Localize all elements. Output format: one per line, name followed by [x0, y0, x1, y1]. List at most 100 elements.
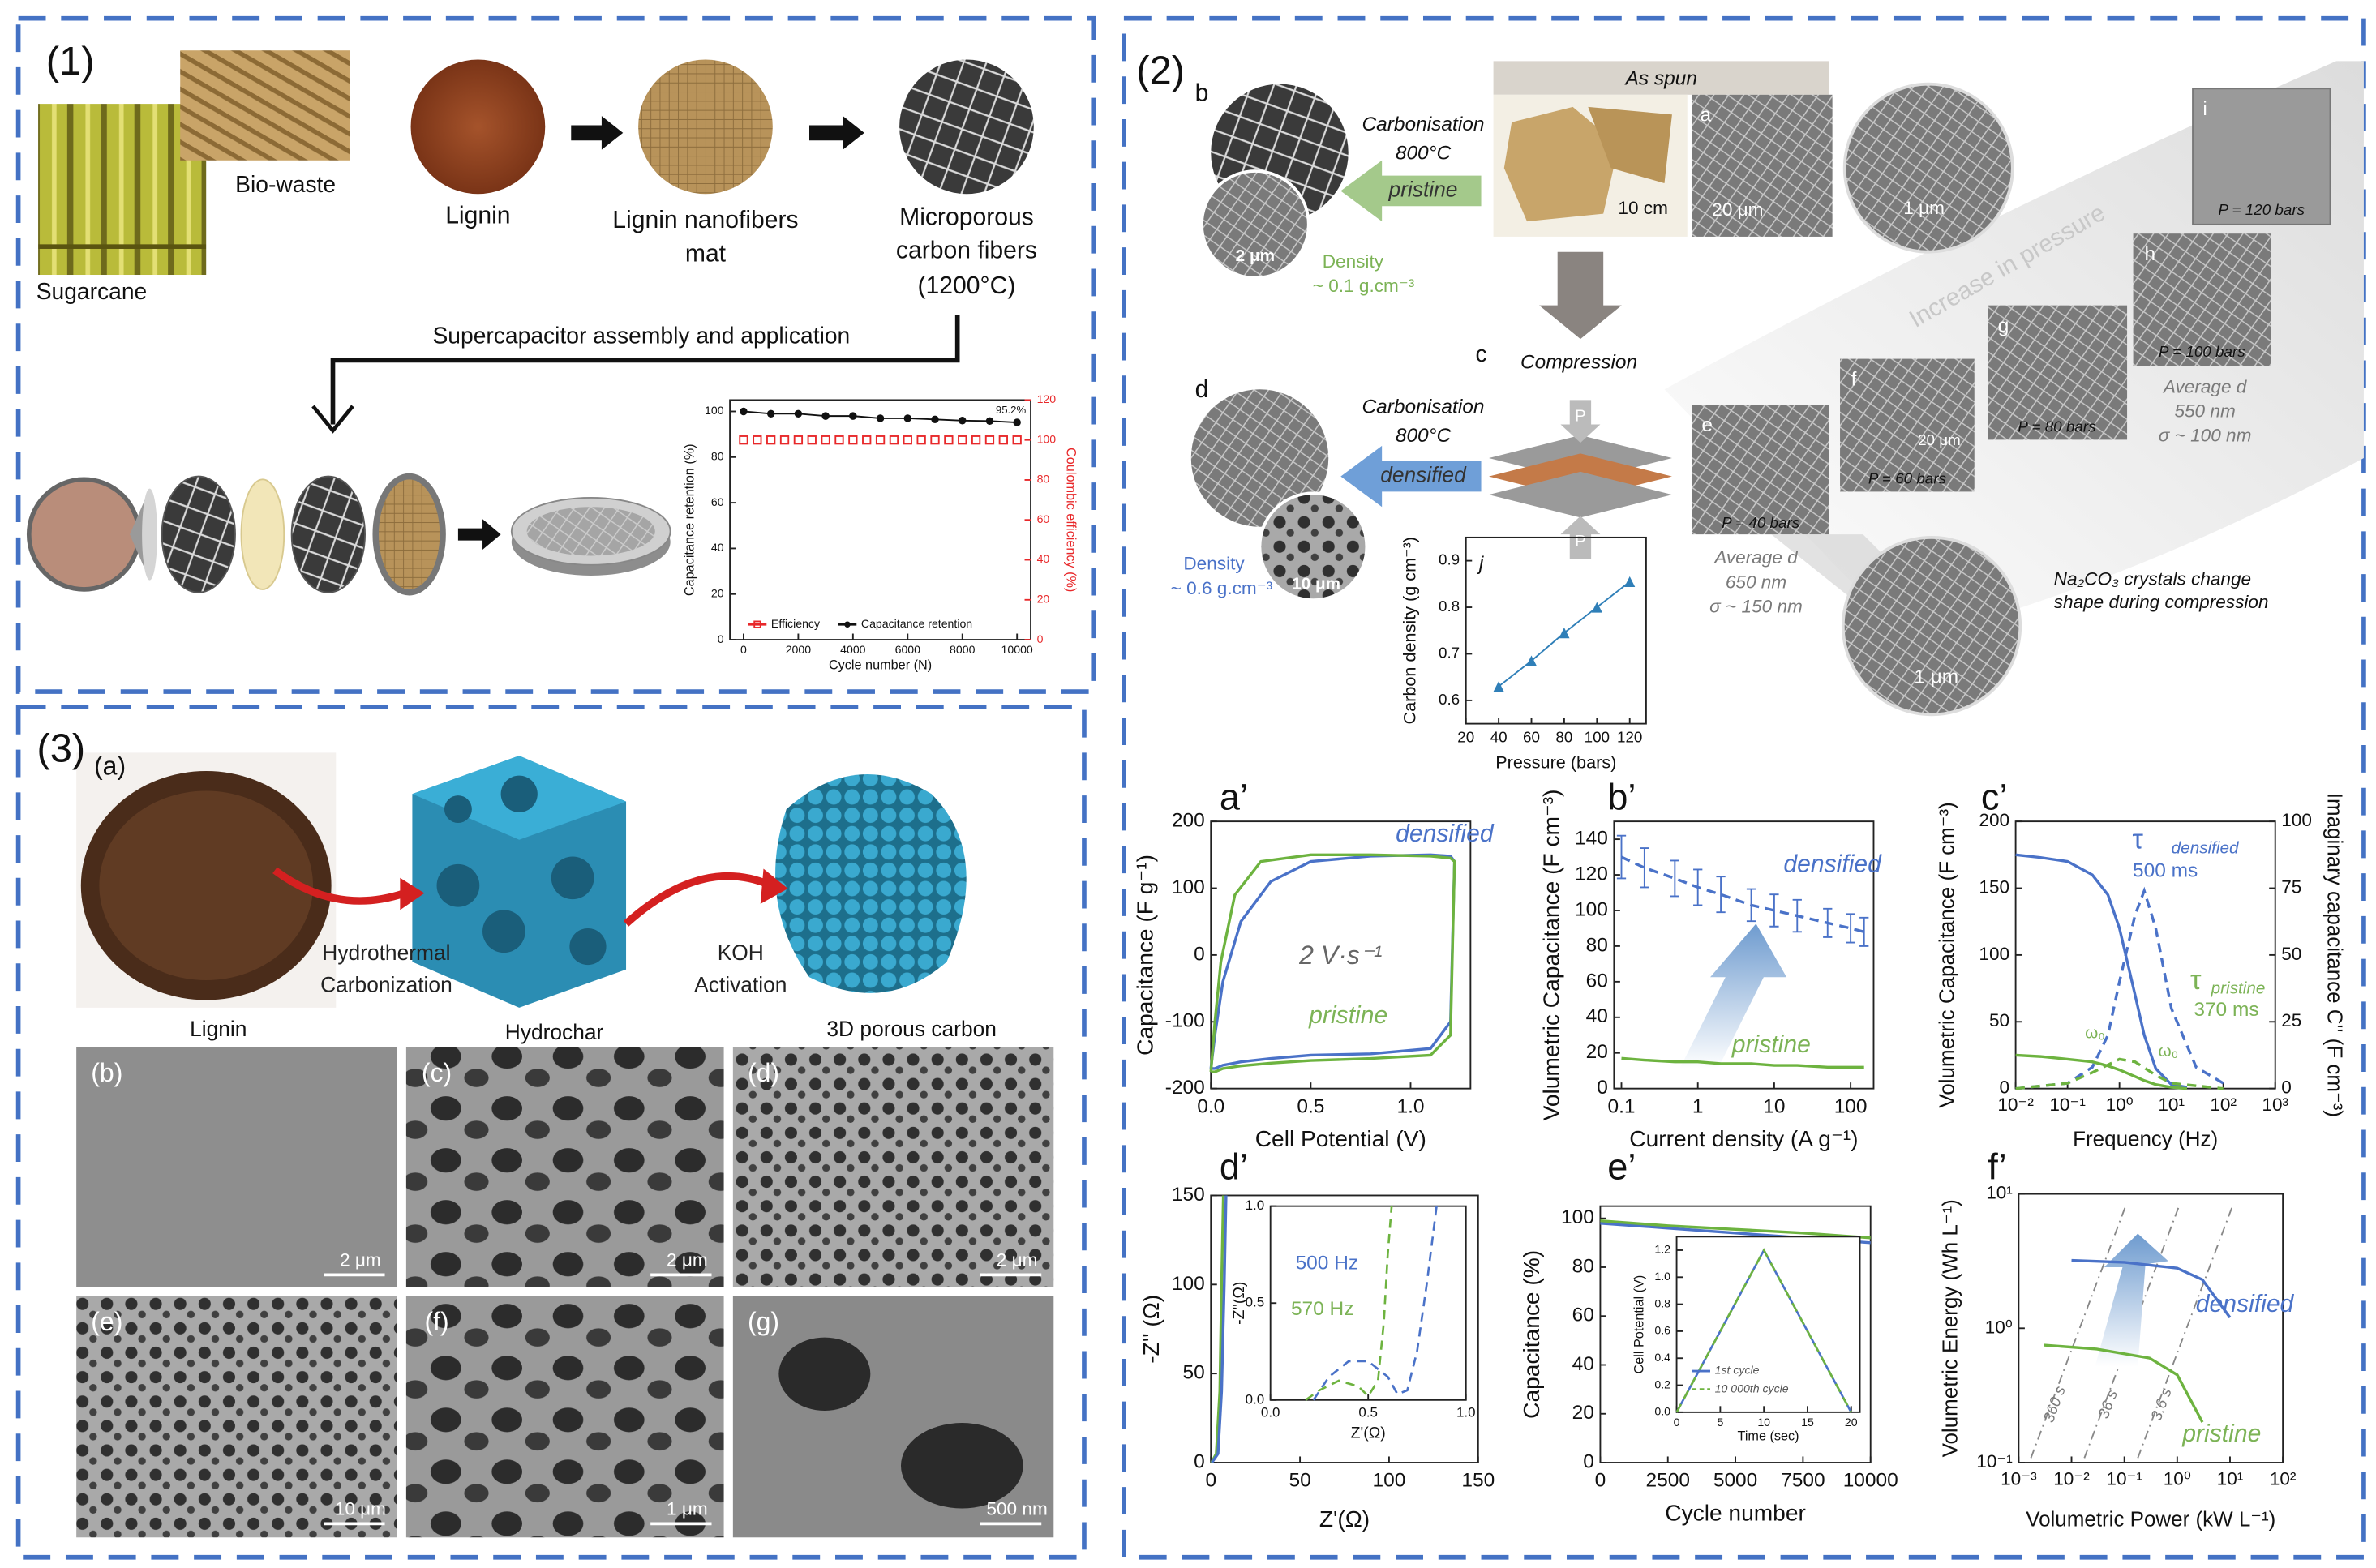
improvement-arrow: [1679, 923, 1787, 1069]
data-line: [1600, 1219, 1871, 1240]
y-tick-label: 60: [1572, 1305, 1594, 1326]
label: shape during compression: [2054, 592, 2269, 612]
x-axis-label: Cell Potential (V): [1255, 1126, 1426, 1151]
data-point: [807, 435, 817, 445]
annotation: 2 V·s⁻¹: [1298, 940, 1382, 970]
y-tick-label: 100: [1575, 898, 1608, 920]
y-tick-label: 0.8: [1439, 598, 1460, 615]
y-tick-label: 1.2: [1654, 1243, 1670, 1256]
x-axis-label: Z'(Ω): [1319, 1506, 1370, 1532]
label: Supercapacitor assembly and application: [432, 323, 850, 349]
y-tick-label: 1.0: [1246, 1197, 1265, 1213]
legend-label: Capacitance retention: [861, 617, 972, 630]
y-tick-label: -100: [1165, 1010, 1205, 1032]
annotation: 36 s: [2095, 1387, 2121, 1420]
y-tick-label: 80: [1572, 1255, 1594, 1277]
plot-frame: [1465, 536, 1647, 725]
data-point: [998, 435, 1008, 445]
y-tick-label: 80: [1586, 934, 1608, 956]
x-tick-label: 0.5: [1358, 1404, 1378, 1420]
label: e: [1701, 414, 1713, 436]
label: 10 μm: [335, 1498, 386, 1519]
data-point: [848, 435, 858, 445]
y2-tick-label: 120: [1037, 392, 1057, 405]
label: 2 μm: [1236, 246, 1275, 265]
y-tick-label: 100: [1172, 876, 1205, 898]
y2-axis-label: Coulombic efficiency (%): [1064, 448, 1079, 592]
x-axis-label: Z'(Ω): [1351, 1424, 1386, 1442]
data-point: [903, 435, 912, 445]
label: (c): [422, 1058, 452, 1087]
label: Carbonization: [320, 972, 452, 996]
label: mat: [685, 240, 727, 267]
error-bar: [1846, 913, 1855, 944]
x-tick-label: 120: [1617, 728, 1642, 745]
x-tick-label: 2000: [786, 643, 812, 656]
data-point: [821, 412, 830, 420]
y-tick-label: 150: [1172, 1184, 1205, 1206]
y-tick-label: 0.0: [1654, 1405, 1670, 1418]
x-tick-label: 10000: [1843, 1470, 1898, 1492]
data-point: [766, 409, 775, 418]
annotation: 360 s: [2039, 1383, 2069, 1424]
y2-tick-label: 20: [1037, 593, 1050, 606]
panel-frame: [15, 15, 1096, 694]
x-tick-label: 150: [1461, 1470, 1495, 1492]
x-tick-label: 10¹: [2217, 1468, 2244, 1489]
label: f: [1851, 368, 1857, 390]
label: (a): [94, 752, 126, 781]
data-point: [930, 435, 940, 445]
x-tick-label: 10⁰: [2106, 1095, 2134, 1115]
annotation: densified: [1783, 851, 1882, 878]
annotation: ω₀: [2085, 1023, 2105, 1042]
x-tick-label: 0.1: [1607, 1095, 1635, 1117]
y-tick-label: 100: [1979, 944, 2009, 964]
data-point: [958, 435, 967, 445]
x-tick-label: 10⁻³: [2001, 1468, 2037, 1489]
label: P: [1575, 407, 1586, 426]
annotation: densified: [1396, 820, 1495, 847]
data-point: [875, 435, 886, 445]
label: (b): [91, 1058, 122, 1087]
y-tick-label: 100: [705, 404, 724, 417]
data-point: [766, 435, 776, 445]
label: i: [2202, 98, 2207, 120]
label: P = 40 bars: [1722, 514, 1800, 531]
y-tick-label: 50: [1989, 1010, 2009, 1030]
data-point: [971, 435, 981, 445]
annotation: pristine: [2181, 1420, 2261, 1447]
x-tick-label: 10: [1757, 1416, 1770, 1429]
label: a’: [1220, 777, 1248, 818]
improvement-arrow: [2095, 1233, 2168, 1367]
x-tick-label: 0: [740, 643, 747, 656]
y-tick-label: 0: [1194, 943, 1205, 965]
label: P = 60 bars: [1868, 469, 1947, 486]
x-tick-label: 5: [1717, 1416, 1723, 1429]
label: Carbonisation: [1362, 114, 1484, 135]
plot-frame: [1675, 1236, 1861, 1413]
y-tick-label: 200: [1172, 810, 1205, 832]
label: Carbonisation: [1362, 396, 1484, 418]
x-tick-label: 15: [1801, 1416, 1814, 1429]
label: b: [1195, 80, 1209, 107]
data-point: [779, 435, 790, 445]
annotation: 370 ms: [2194, 999, 2258, 1021]
label: (g): [748, 1307, 779, 1336]
label: d: [1195, 376, 1209, 403]
label: ~ 0.6 g.cm⁻³: [1171, 578, 1273, 598]
data-point: [849, 412, 857, 420]
x-tick-label: 1.0: [1396, 1095, 1424, 1117]
annotation: densified: [2196, 1291, 2295, 1317]
x-tick-label: 10⁻¹: [2049, 1095, 2086, 1115]
label: (3): [36, 726, 85, 770]
label: f’: [1988, 1146, 2006, 1187]
y-tick-label: 0: [1583, 1450, 1594, 1472]
label: 20 μm: [1918, 431, 1961, 448]
label: Na₂CO₃ crystals change: [2054, 569, 2251, 589]
data-point: [931, 415, 939, 424]
panel2-graphics: [1190, 61, 2364, 717]
data-point: [876, 414, 885, 422]
x-tick-label: 7500: [1781, 1470, 1825, 1492]
y-tick-label: 20: [711, 586, 724, 599]
